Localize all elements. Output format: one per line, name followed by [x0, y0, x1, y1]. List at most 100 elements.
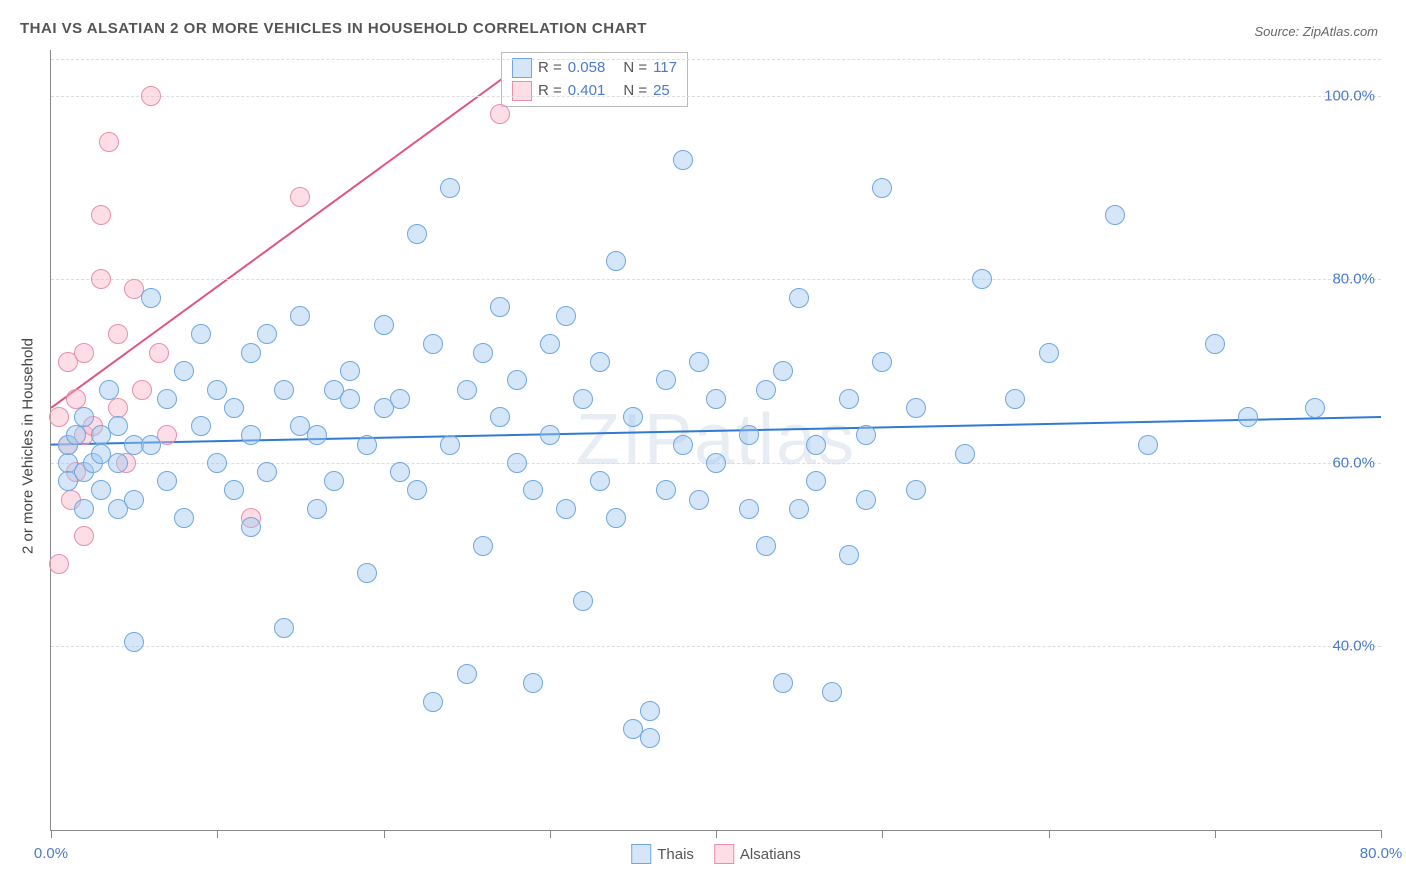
data-point-thais	[307, 499, 327, 519]
data-point-alsatians	[49, 407, 69, 427]
x-tick	[1381, 830, 1382, 838]
data-point-thais	[191, 416, 211, 436]
data-point-thais	[773, 673, 793, 693]
x-tick	[51, 830, 52, 838]
data-point-thais	[590, 471, 610, 491]
data-point-thais	[739, 499, 759, 519]
data-point-thais	[423, 692, 443, 712]
data-point-alsatians	[74, 343, 94, 363]
data-point-thais	[174, 361, 194, 381]
data-point-thais	[157, 471, 177, 491]
data-point-alsatians	[141, 86, 161, 106]
legend-item: Alsatians	[714, 844, 801, 864]
data-point-thais	[1238, 407, 1258, 427]
legend-swatch	[631, 844, 651, 864]
data-point-thais	[523, 480, 543, 500]
data-point-alsatians	[91, 205, 111, 225]
data-point-thais	[473, 343, 493, 363]
data-point-thais	[623, 407, 643, 427]
data-point-thais	[290, 306, 310, 326]
data-point-alsatians	[99, 132, 119, 152]
data-point-thais	[507, 453, 527, 473]
legend-swatch	[714, 844, 734, 864]
legend-r-value: 0.401	[568, 80, 606, 103]
data-point-thais	[274, 618, 294, 638]
data-point-thais	[191, 324, 211, 344]
x-tick	[1049, 830, 1050, 838]
data-point-thais	[141, 288, 161, 308]
data-point-thais	[241, 425, 261, 445]
data-point-thais	[141, 435, 161, 455]
data-point-thais	[972, 269, 992, 289]
data-point-thais	[590, 352, 610, 372]
data-point-thais	[407, 480, 427, 500]
data-point-alsatians	[149, 343, 169, 363]
data-point-thais	[423, 334, 443, 354]
data-point-thais	[157, 389, 177, 409]
data-point-thais	[573, 389, 593, 409]
x-tick	[882, 830, 883, 838]
data-point-thais	[606, 251, 626, 271]
data-point-thais	[955, 444, 975, 464]
legend-r-label: R =	[538, 57, 562, 80]
data-point-thais	[440, 178, 460, 198]
trendline-alsatians	[51, 68, 517, 408]
data-point-thais	[407, 224, 427, 244]
data-point-thais	[174, 508, 194, 528]
data-point-alsatians	[66, 389, 86, 409]
data-point-thais	[1205, 334, 1225, 354]
data-point-alsatians	[91, 269, 111, 289]
data-point-thais	[507, 370, 527, 390]
y-tick-label: 60.0%	[1332, 454, 1375, 471]
data-point-thais	[673, 150, 693, 170]
data-point-thais	[1005, 389, 1025, 409]
gridline-h	[51, 59, 1381, 60]
data-point-thais	[307, 425, 327, 445]
data-point-alsatians	[108, 398, 128, 418]
data-point-thais	[108, 416, 128, 436]
data-point-thais	[1305, 398, 1325, 418]
data-point-alsatians	[490, 104, 510, 124]
data-point-thais	[806, 435, 826, 455]
data-point-thais	[124, 490, 144, 510]
data-point-thais	[822, 682, 842, 702]
legend-n-label: N =	[623, 80, 647, 103]
data-point-thais	[257, 324, 277, 344]
data-point-thais	[656, 370, 676, 390]
data-point-thais	[207, 380, 227, 400]
data-point-thais	[906, 398, 926, 418]
legend-series-label: Thais	[657, 846, 694, 863]
data-point-thais	[523, 673, 543, 693]
data-point-thais	[773, 361, 793, 381]
legend-row: R =0.401N =25	[512, 80, 677, 103]
data-point-thais	[906, 480, 926, 500]
legend-row: R =0.058N =117	[512, 57, 677, 80]
data-point-thais	[490, 297, 510, 317]
data-point-thais	[706, 389, 726, 409]
data-point-thais	[390, 389, 410, 409]
x-tick-label: 0.0%	[34, 845, 68, 862]
x-tick-label: 80.0%	[1360, 845, 1403, 862]
data-point-thais	[241, 343, 261, 363]
x-tick	[716, 830, 717, 838]
data-point-thais	[756, 380, 776, 400]
data-point-thais	[224, 398, 244, 418]
data-point-thais	[473, 536, 493, 556]
legend-swatch	[512, 81, 532, 101]
x-tick	[550, 830, 551, 838]
gridline-h	[51, 279, 1381, 280]
y-tick-label: 40.0%	[1332, 638, 1375, 655]
data-point-thais	[640, 728, 660, 748]
data-point-thais	[357, 563, 377, 583]
legend-r-label: R =	[538, 80, 562, 103]
chart-container: THAI VS ALSATIAN 2 OR MORE VEHICLES IN H…	[0, 0, 1406, 892]
gridline-h	[51, 646, 1381, 647]
data-point-thais	[706, 453, 726, 473]
data-point-thais	[390, 462, 410, 482]
data-point-thais	[74, 499, 94, 519]
data-point-thais	[1138, 435, 1158, 455]
data-point-thais	[789, 499, 809, 519]
data-point-thais	[241, 517, 261, 537]
data-point-thais	[739, 425, 759, 445]
y-axis-title: 2 or more Vehicles in Household	[20, 338, 37, 554]
